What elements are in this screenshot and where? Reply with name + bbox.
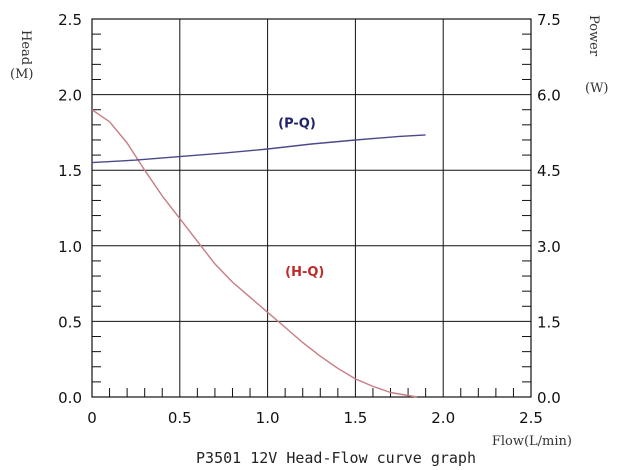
series-layer: (P-Q) (H-Q)	[91, 109, 426, 398]
series-label-h-q: (H-Q)	[285, 265, 324, 280]
y-right-tick-label: 6.0	[537, 87, 561, 105]
y-left-tick-label: 2.5	[58, 11, 82, 29]
x-tick-label: 2.0	[431, 409, 455, 427]
tick-labels: 0 0.5 1.0 1.5 2.0 2.5 0.0 0.5 1.0 1.5 2.0 2.5 0.0 1.5…	[58, 11, 561, 427]
y-right-tick-label: 7.5	[537, 11, 561, 29]
y-left-tick-label: 1.5	[58, 162, 82, 180]
y-right-tick-label: 0.0	[537, 389, 561, 407]
y-left-tick-label: 0.0	[58, 389, 82, 407]
y-axis-right-label: Power	[586, 15, 601, 57]
x-tick-label: 1.0	[256, 409, 280, 427]
y-axis-left-label: Head	[18, 30, 33, 65]
y-left-tick-label: 2.0	[58, 87, 82, 105]
plot-frame	[91, 18, 532, 398]
y-axis-left-unit: (M)	[10, 67, 33, 82]
series-label-p-q: (P-Q)	[278, 116, 316, 131]
y-right-tick-label: 1.5	[537, 313, 561, 331]
y-axis-right-unit: (W)	[585, 81, 609, 96]
y-left-tick-label: 1.0	[58, 238, 82, 256]
chart-title: P3501 12V Head-Flow curve graph	[196, 449, 476, 467]
series-line-p-q	[91, 134, 426, 164]
x-axis-label: Flow(L/min)	[492, 434, 572, 449]
grid-lines	[92, 19, 531, 397]
x-tick-label: 2.5	[519, 409, 543, 427]
y-right-tick-label: 4.5	[537, 162, 561, 180]
x-tick-label: 1.5	[343, 409, 367, 427]
y-left-tick-label: 0.5	[58, 313, 82, 331]
series-line-h-q	[91, 109, 418, 398]
minor-ticks	[92, 33, 531, 397]
x-tick-label: 0.5	[168, 409, 192, 427]
y-right-tick-label: 3.0	[537, 238, 561, 256]
x-tick-label: 0	[87, 409, 97, 427]
